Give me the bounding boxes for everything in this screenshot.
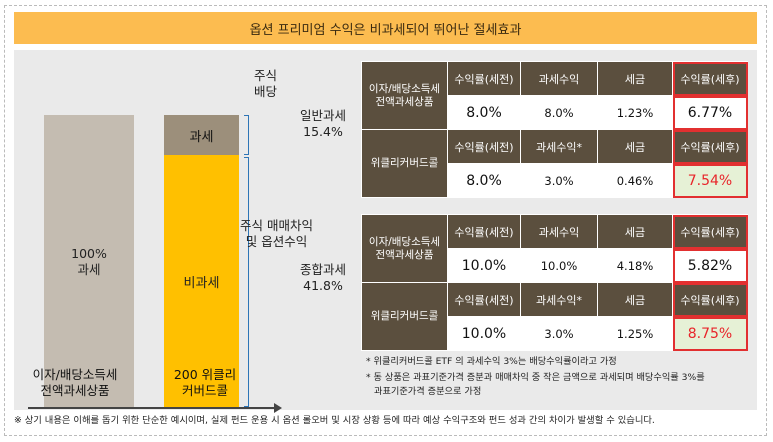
after-tax-value: 8.75% [672,316,748,351]
covered-call-nontax-segment: 비과세 [164,155,239,408]
table-row: 위클리커버드콜 수익률(세전) 과세수익* 세금 수익률(세후) [361,129,748,198]
value-cell: 0.46% [597,163,673,198]
taxable-bar-label: 100% 과세 [71,245,107,277]
note-3: 과표기준가격 증분으로 가정 [374,386,482,397]
outer-frame [4,5,767,436]
table-comprehensive-tax: 이자/배당소득세 전액과세상품 수익률(세전) 과세수익 세금 수익률(세후) … [361,214,748,351]
col-header: 과세수익 [520,214,598,249]
category-label-covered-call: 200 위클리 커버드콜 [173,367,237,398]
col-header: 수익률(세전) [447,129,521,164]
col-header: 세금 [597,282,673,317]
after-tax-value: 6.77% [672,95,748,130]
value-cell: 8.0% [447,95,521,130]
row-name: 위클리커버드콜 [361,282,448,351]
col-header: 수익률(세전) [447,214,521,249]
covered-call-tax-segment: 과세 [164,115,239,155]
row-name: 위클리커버드콜 [361,129,448,198]
table-row: 이자/배당소득세 전액과세상품 수익률(세전) 과세수익 세금 수익률(세후) [361,214,748,283]
col-header: 수익률(세후) [672,61,748,96]
value-cell: 1.25% [597,316,673,351]
col-header: 과세수익* [520,129,598,164]
capital-gain-bracket [244,157,249,407]
col-header: 수익률(세전) [447,61,521,96]
col-header: 과세수익 [520,61,598,96]
value-cell: 3.0% [520,316,598,351]
nontax-segment-label: 비과세 [183,276,220,291]
banner-title: 옵션 프리미엄 수익은 비과세되어 뛰어난 절세효과 [14,12,757,44]
table-row: 10.0% 3.0% 1.25% 8.75% [362,316,748,351]
row-name: 이자/배당소득세 전액과세상품 [361,214,448,283]
table-row: 8.0% 3.0% 0.46% 7.54% [362,163,748,198]
col-header: 수익률(세후) [672,282,748,317]
table-row: 10.0% 10.0% 4.18% 5.82% [362,248,748,283]
after-tax-value: 5.82% [672,248,748,283]
tax-segment-label: 과세 [189,129,214,145]
col-header: 세금 [597,129,673,164]
table-general-tax: 이자/배당소득세 전액과세상품 수익률(세전) 과세수익 세금 수익률(세후) … [361,61,748,198]
value-cell: 8.0% [520,95,598,130]
table-row: 위클리커버드콜 수익률(세전) 과세수익* 세금 수익률(세후) [361,282,748,351]
group-label-comprehensive: 종합과세 41.8% [300,262,347,293]
col-header: 수익률(세후) [672,214,748,249]
table-row: 이자/배당소득세 전액과세상품 수익률(세전) 과세수익 세금 수익률(세후) [361,61,748,130]
col-header: 수익률(세전) [447,282,521,317]
category-label-taxable: 이자/배당소득세 전액과세상품 [32,367,118,398]
value-cell: 4.18% [597,248,673,283]
value-cell: 10.0% [447,248,521,283]
note-1: * 위클리커버드콜 ETF 의 과세수익 3%는 배당수익률이라고 가정 [366,356,617,367]
dividend-bracket [244,115,249,155]
row-name: 이자/배당소득세 전액과세상품 [361,61,448,130]
value-cell: 10.0% [447,316,521,351]
value-cell: 1.23% [597,95,673,130]
col-header: 세금 [597,214,673,249]
value-cell: 3.0% [520,163,598,198]
note-2: * 동 상품은 과표기준가격 증분과 매매차익 중 작은 금액으로 과세되며 배… [366,372,705,383]
col-header: 과세수익* [520,282,598,317]
table-row: 8.0% 8.0% 1.23% 6.77% [362,95,748,130]
after-tax-value: 7.54% [672,163,748,198]
group-label-general: 일반과세 15.4% [300,108,347,139]
value-cell: 8.0% [447,163,521,198]
col-header: 세금 [597,61,673,96]
value-cell: 10.0% [520,248,598,283]
capital-gain-label: 주식 매매차익 및 옵션수익 [240,218,313,249]
dividend-label: 주식 배당 [254,68,278,99]
disclaimer-footer: ※ 상기 내용은 이해를 돕기 위한 단순한 예시이며, 실제 펀드 운용 시 … [14,415,655,426]
x-axis [28,407,276,409]
col-header: 수익률(세후) [672,129,748,164]
taxable-product-bar: 100% 과세 [44,115,134,408]
axis-arrow-icon [274,403,282,413]
